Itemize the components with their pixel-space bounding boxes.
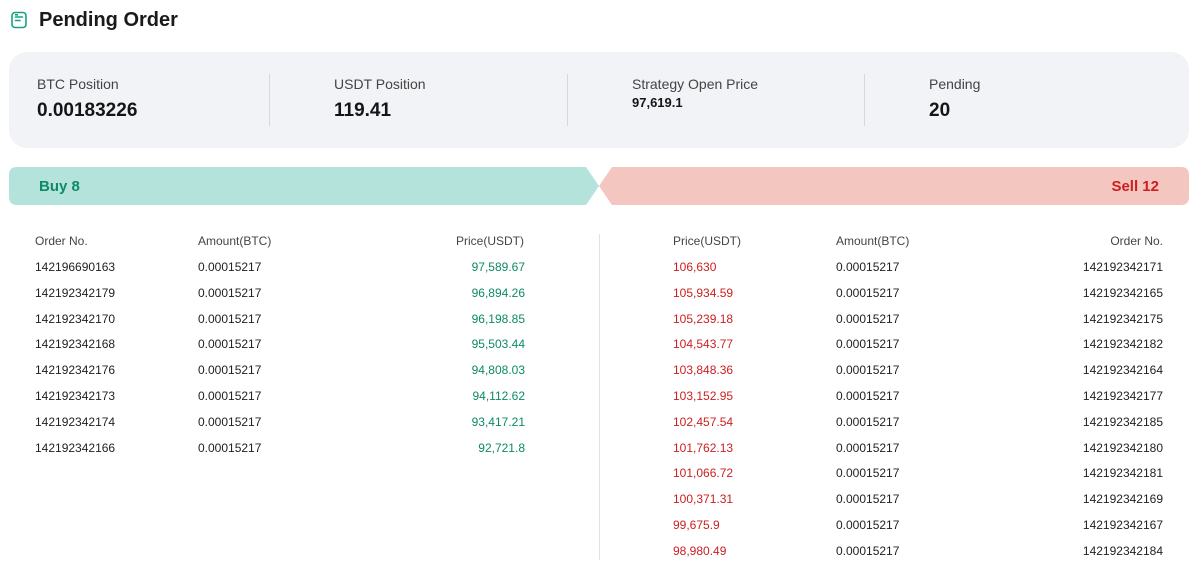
buy-price: 96,198.85 bbox=[471, 312, 525, 326]
buy-order-no: 142192342170 bbox=[35, 312, 116, 326]
sell-order-no: 142192342181 bbox=[1082, 466, 1163, 480]
sell-price: 106,630 bbox=[673, 260, 717, 274]
stat-value: 20 bbox=[929, 100, 951, 121]
sell-amount: 0.00015217 bbox=[836, 337, 900, 351]
buy-price: 96,894.26 bbox=[471, 286, 525, 300]
sell-amount: 0.00015217 bbox=[836, 260, 900, 274]
sell-price: 102,457.54 bbox=[673, 415, 734, 429]
buy-amount: 0.00015217 bbox=[198, 337, 262, 351]
buy-sell-banner bbox=[9, 167, 1190, 205]
sell-order-no: 142192342169 bbox=[1082, 492, 1163, 506]
sell-amount: 0.00015217 bbox=[836, 518, 900, 532]
buy-price: 95,503.44 bbox=[471, 337, 525, 351]
sell-order-no: 142192342184 bbox=[1082, 544, 1163, 558]
sell-price: 101,762.13 bbox=[673, 441, 734, 455]
sell-price: 105,239.18 bbox=[673, 312, 734, 326]
sell-amount: 0.00015217 bbox=[836, 466, 900, 480]
stat-label: BTC Position bbox=[37, 76, 119, 92]
sell-price: 103,848.36 bbox=[673, 363, 734, 377]
buy-price: 97,589.67 bbox=[471, 260, 525, 274]
divider bbox=[864, 74, 865, 126]
buy-amount: 0.00015217 bbox=[198, 260, 262, 274]
sell-amount: 0.00015217 bbox=[836, 544, 900, 558]
stat-label: Strategy Open Price bbox=[632, 76, 759, 92]
buy-order-no: 142192342174 bbox=[35, 415, 116, 429]
sell-price: 104,543.77 bbox=[673, 337, 734, 351]
sell-amount: 0.00015217 bbox=[836, 492, 900, 506]
sell-price: 103,152.95 bbox=[673, 389, 734, 403]
buy-order-no: 142192342176 bbox=[35, 363, 116, 377]
sell-amount: 0.00015217 bbox=[836, 415, 900, 429]
page-header: Pending Order bbox=[10, 6, 178, 34]
stat-label: USDT Position bbox=[334, 76, 426, 92]
buy-order-no: 142192342168 bbox=[35, 337, 116, 351]
buy-col-price: Price(USDT) bbox=[456, 234, 524, 248]
order-sheet-icon bbox=[11, 11, 27, 29]
buy-banner-shape bbox=[9, 167, 599, 205]
position-summary: BTC Position 0.00183226 USDT Position 11… bbox=[9, 52, 1189, 148]
sell-price: 98,980.49 bbox=[673, 544, 727, 558]
page-title: Pending Order bbox=[39, 8, 178, 31]
buy-amount: 0.00015217 bbox=[198, 363, 262, 377]
sell-order-no: 142192342167 bbox=[1082, 518, 1163, 532]
buy-order-no: 142192342179 bbox=[35, 286, 116, 300]
buy-price: 94,808.03 bbox=[471, 363, 525, 377]
buy-count-tab[interactable]: Buy 8 bbox=[39, 178, 80, 195]
sell-amount: 0.00015217 bbox=[836, 363, 900, 377]
stat-value: 119.41 bbox=[334, 100, 392, 121]
table-divider bbox=[599, 234, 600, 560]
sell-order-no: 142192342171 bbox=[1082, 260, 1163, 274]
buy-price: 93,417.21 bbox=[471, 415, 525, 429]
sell-price: 99,675.9 bbox=[673, 518, 720, 532]
sell-col-amount: Amount(BTC) bbox=[836, 234, 910, 248]
buy-col-amount: Amount(BTC) bbox=[198, 234, 272, 248]
sell-order-no: 142192342180 bbox=[1082, 441, 1163, 455]
buy-col-order-no: Order No. bbox=[35, 234, 88, 248]
buy-price: 92,721.8 bbox=[478, 441, 525, 455]
buy-order-no: 142192342166 bbox=[35, 441, 116, 455]
stat-value: 0.00183226 bbox=[37, 100, 138, 121]
sell-amount: 0.00015217 bbox=[836, 286, 900, 300]
sell-order-no: 142192342185 bbox=[1082, 415, 1163, 429]
buy-amount: 0.00015217 bbox=[198, 415, 262, 429]
sell-price: 101,066.72 bbox=[673, 466, 734, 480]
sell-order-no: 142192342175 bbox=[1082, 312, 1163, 326]
buy-order-no: 142192342173 bbox=[35, 389, 116, 403]
sell-amount: 0.00015217 bbox=[836, 389, 900, 403]
sell-order-no: 142192342164 bbox=[1082, 363, 1163, 377]
sell-order-no: 142192342182 bbox=[1082, 337, 1163, 351]
buy-price: 94,112.62 bbox=[472, 389, 526, 403]
buy-order-no: 142196690163 bbox=[35, 260, 116, 274]
sell-col-order-no: Order No. bbox=[1110, 234, 1163, 248]
sell-order-no: 142192342165 bbox=[1082, 286, 1163, 300]
buy-amount: 0.00015217 bbox=[198, 441, 262, 455]
sell-amount: 0.00015217 bbox=[836, 312, 900, 326]
sell-banner-shape bbox=[599, 167, 1189, 205]
buy-amount: 0.00015217 bbox=[198, 286, 262, 300]
stat-value: 97,619.1 bbox=[632, 95, 683, 110]
stat-label: Pending bbox=[929, 76, 981, 92]
divider bbox=[567, 74, 568, 126]
sell-price: 105,934.59 bbox=[673, 286, 734, 300]
sell-price: 100,371.31 bbox=[673, 492, 734, 506]
buy-amount: 0.00015217 bbox=[198, 312, 262, 326]
divider bbox=[269, 74, 270, 126]
sell-count-tab[interactable]: Sell 12 bbox=[1111, 178, 1159, 195]
buy-amount: 0.00015217 bbox=[198, 389, 262, 403]
sell-amount: 0.00015217 bbox=[836, 441, 900, 455]
sell-col-price: Price(USDT) bbox=[673, 234, 741, 248]
sell-order-no: 142192342177 bbox=[1082, 389, 1163, 403]
